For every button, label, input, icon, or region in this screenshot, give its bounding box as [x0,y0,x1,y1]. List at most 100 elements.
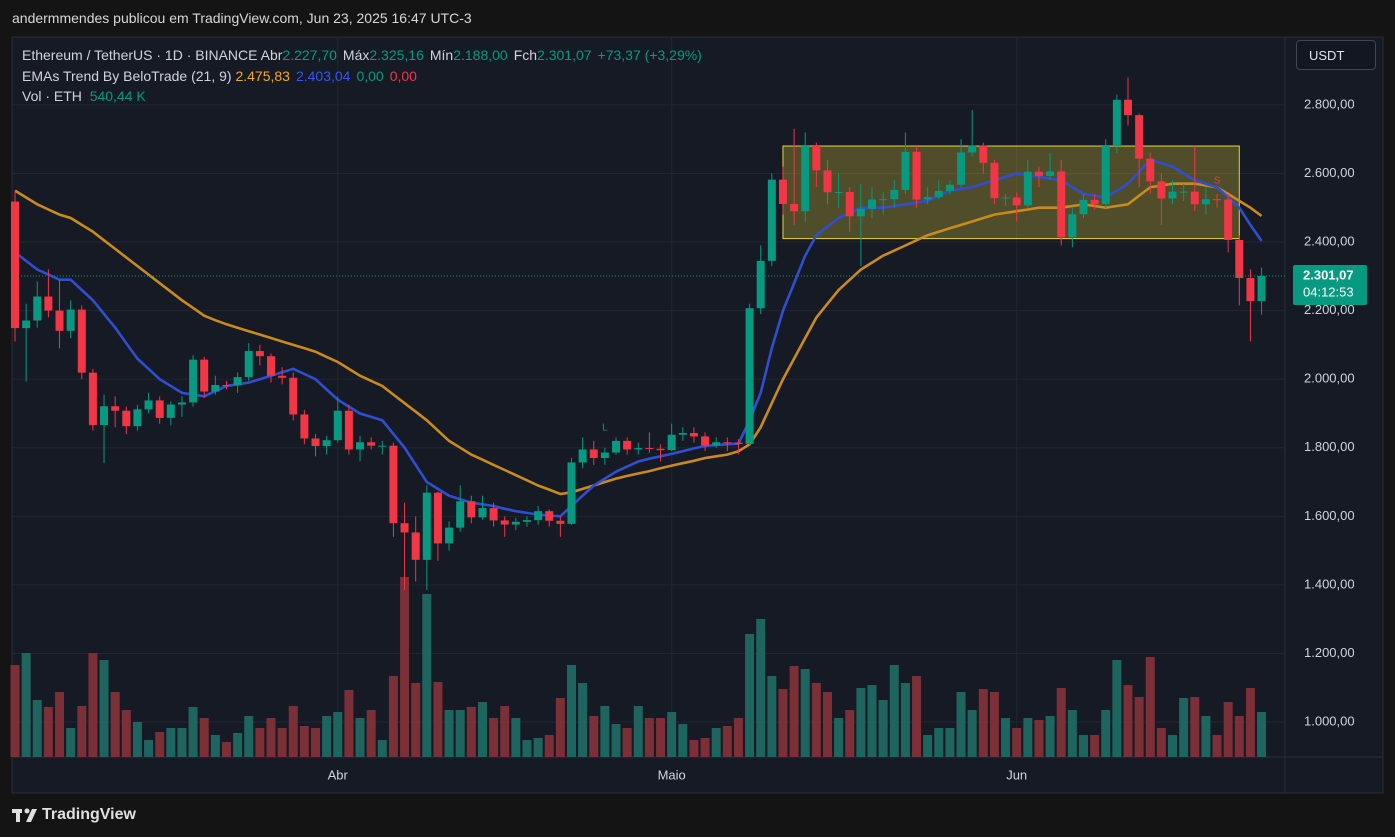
volume-bar [1190,697,1200,757]
candle-body [534,511,543,521]
volume-bar [722,726,732,757]
volume-bar [355,718,365,757]
candle-body [1012,197,1021,206]
volume-bar [210,735,220,757]
candle-body [77,309,86,373]
volume-bar [1078,735,1088,757]
volume-bar [1134,697,1144,757]
volume-bar [945,728,955,757]
candle-body [66,309,75,331]
candle-body [1135,115,1144,159]
candle-body [845,191,854,217]
volume-bar [43,707,53,757]
volume-bar [1067,710,1077,757]
candle-body [300,414,309,439]
y-tick-label: 1.600,00 [1304,508,1355,523]
y-tick-label: 1.200,00 [1304,645,1355,660]
candle-body [979,145,988,163]
y-tick-label: 2.600,00 [1304,165,1355,180]
volume-bar [1179,698,1189,757]
candle-body [1213,199,1222,201]
candle-body [890,189,899,200]
candle-body [244,351,253,378]
ema-line [14,182,1263,496]
indicator-value: 0,00 [356,67,384,84]
candle-body [634,448,643,450]
candle-body [756,260,765,309]
volume-bar [711,728,721,757]
volume-bar [989,692,999,757]
candle-body [445,527,454,544]
volume-bar [778,689,788,757]
volume-bar [277,728,287,757]
volume-bar [567,665,576,757]
candle-body [400,523,409,533]
legend-row: EMAs Trend By BeloTrade (21, 9) 2.475,83… [22,66,708,87]
candle-body [790,203,799,212]
candle-body [823,170,832,193]
volume-bar [1045,716,1055,757]
candle-body [88,372,97,426]
x-tick-label: Jun [1006,767,1027,782]
volume-value: 540,44 K [89,88,146,104]
candle-body [500,520,509,525]
candle-body [1023,171,1032,206]
candle-body [55,310,64,331]
volume-bar [322,716,332,757]
candle-body [1146,158,1155,182]
candle-body [1224,199,1233,240]
candle-body [545,511,554,521]
candle-body [278,375,287,378]
candle-body [1034,171,1043,176]
volume-bar [667,712,677,757]
volume-bar [1245,688,1255,757]
last-price-box [1293,264,1367,305]
candle-body [1090,199,1099,205]
candle-body [734,442,743,444]
volume-bar [244,716,254,757]
y-tick-label: 1.000,00 [1304,713,1355,728]
volume-bar [500,706,510,757]
volume-bar [255,728,265,757]
volume-bar [433,682,443,757]
volume-bar [388,676,398,757]
candle-body [222,385,231,386]
volume-bar [99,660,109,757]
candle-body [33,296,42,321]
candle-body [645,448,654,450]
volume-bar [188,707,198,757]
volume-bar [344,690,354,757]
candle-body [289,377,298,415]
volume-bar [21,653,31,757]
volume-bar [466,707,476,757]
volume-bar [233,733,243,757]
candle-body [422,492,431,560]
volume-bar [366,710,376,757]
ohlc-label: Mín [429,47,454,63]
candle-body [901,151,910,190]
y-tick-label: 2.800,00 [1304,96,1355,111]
candle-body [723,442,732,444]
change: +73,37 (+3,29%) [597,47,702,63]
volume-bar [1234,716,1244,757]
volume-bar [967,710,977,757]
volume-bar [900,683,910,757]
ema-line [14,158,1263,518]
volume-bar [1145,657,1155,757]
candle-body [990,162,999,199]
candle-body [1001,197,1010,199]
volume-bar [600,706,610,757]
volume-bar [132,722,142,757]
legend-row: Ethereum / TetherUS · 1D · BINANCE Abr2.… [22,45,708,66]
candle-body [667,434,676,451]
currency-button[interactable]: USDT [1296,40,1376,70]
candle-body [778,179,787,204]
volume-bar [110,692,120,757]
candle-body [233,377,242,386]
volume-bar [1023,718,1033,757]
volume-bar [700,738,710,757]
volume-bar [1156,728,1166,757]
candle-body [522,520,531,522]
volume-bar [400,577,410,757]
brand: TradingView [42,806,136,823]
